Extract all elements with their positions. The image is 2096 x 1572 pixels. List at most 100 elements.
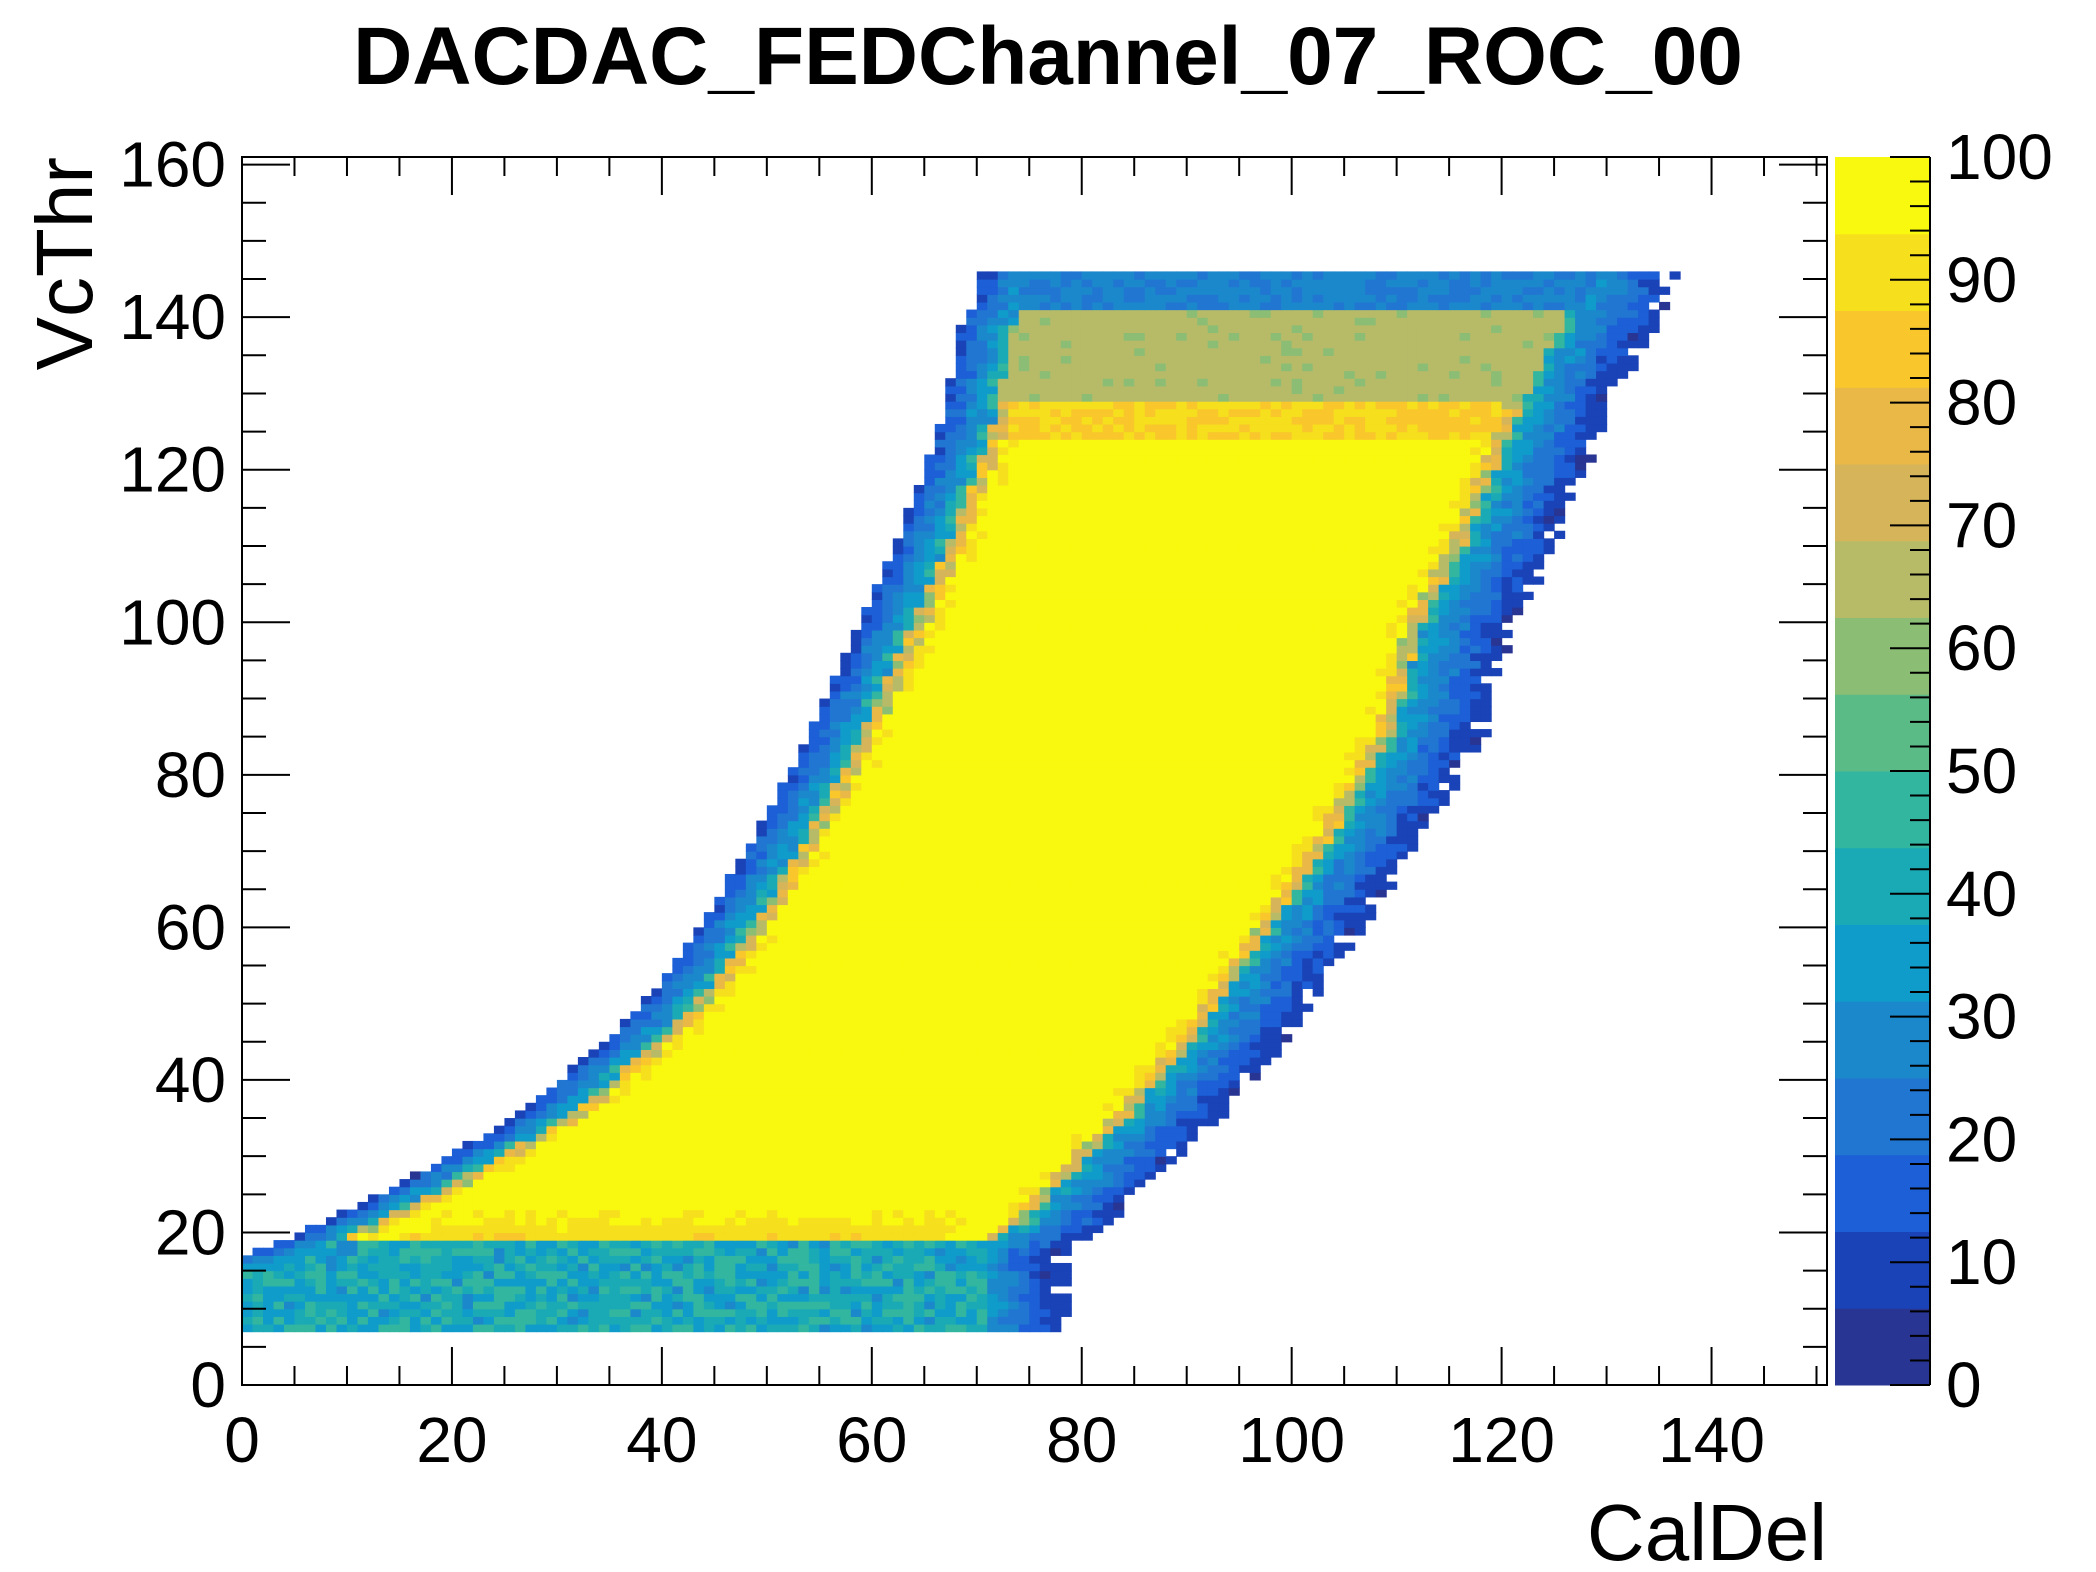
heatmap-cell (1092, 965, 1104, 974)
heatmap-cell (630, 1278, 642, 1287)
heatmap-cell (1165, 1087, 1177, 1096)
heatmap-cell (966, 904, 978, 913)
heatmap-cell (966, 934, 978, 944)
heatmap-cell (850, 1270, 862, 1279)
heatmap-cell (1165, 980, 1177, 989)
heatmap-cell (1039, 1308, 1051, 1317)
heatmap-cell (1144, 1064, 1156, 1073)
heatmap-cell (1344, 851, 1356, 860)
heatmap-cell (924, 1034, 936, 1043)
heatmap-cell (798, 965, 810, 974)
heatmap-cell (840, 927, 852, 936)
heatmap-cell (724, 1057, 736, 1066)
heatmap-cell (1039, 1034, 1051, 1043)
heatmap-cell (945, 866, 957, 875)
heatmap-cell (1081, 866, 1093, 875)
heatmap-cell (924, 1148, 936, 1157)
heatmap-cell (577, 1316, 589, 1325)
heatmap-cell (1050, 851, 1062, 860)
heatmap-cell (892, 835, 904, 845)
heatmap-cell (514, 1118, 527, 1127)
heatmap-cell (1176, 835, 1188, 845)
heatmap-cell (693, 1293, 705, 1302)
heatmap-cell (1228, 912, 1240, 921)
heatmap-cell (997, 835, 1009, 845)
heatmap-cell (1228, 965, 1240, 974)
heatmap-cell (850, 988, 862, 997)
heatmap-cell (1039, 1102, 1051, 1112)
heatmap-cell (1029, 1179, 1041, 1188)
heatmap-cell (357, 1201, 369, 1211)
heatmap-cell (1165, 912, 1177, 921)
heatmap-cell (987, 1323, 999, 1333)
heatmap-cell (357, 1262, 369, 1272)
heatmap-cell (987, 1270, 999, 1279)
heatmap-cell (693, 1079, 705, 1089)
heatmap-cell (840, 1179, 852, 1188)
heatmap-cell (441, 1316, 453, 1325)
heatmap-cell (787, 866, 799, 875)
heatmap-cell (1018, 851, 1030, 860)
heatmap-cell (1281, 790, 1293, 799)
heatmap-cell (735, 1240, 747, 1249)
heatmap-cell (1113, 973, 1125, 982)
heatmap-cell (651, 1125, 663, 1134)
heatmap-cell (777, 873, 789, 883)
heatmap-cell (987, 996, 999, 1005)
heatmap-cell (913, 1285, 925, 1295)
heatmap-cell (514, 1232, 527, 1241)
heatmap-cell (1102, 767, 1114, 776)
heatmap-cell (745, 1240, 757, 1249)
heatmap-cell (955, 1110, 967, 1119)
heatmap-cell (682, 973, 694, 982)
heatmap-cell (1396, 782, 1408, 791)
heatmap-cell (1239, 812, 1251, 822)
heatmap-cell (724, 1003, 736, 1012)
heatmap-cell (714, 1156, 726, 1165)
heatmap-cell (945, 774, 957, 784)
heatmap-cell (1092, 1148, 1104, 1157)
heatmap-cell (798, 1118, 810, 1127)
heatmap-cell (399, 1255, 411, 1264)
heatmap-cell (808, 1156, 820, 1165)
heatmap-cell (882, 1087, 894, 1096)
heatmap-cell (1396, 828, 1408, 837)
heatmap-cell (1050, 1217, 1062, 1226)
heatmap-cell (829, 1064, 841, 1073)
heatmap-cell (1018, 1301, 1030, 1310)
heatmap-cell (1218, 980, 1230, 989)
heatmap-cell (1239, 1011, 1251, 1020)
heatmap-cell (966, 1102, 978, 1112)
heatmap-cell (1039, 835, 1051, 845)
heatmap-cell (955, 1217, 967, 1226)
heatmap-cell (987, 1285, 999, 1295)
heatmap-cell (1060, 1072, 1072, 1081)
heatmap-cell (724, 1255, 736, 1264)
heatmap-cell (1008, 927, 1020, 936)
heatmap-cell (735, 1041, 747, 1050)
heatmap-cell (367, 1255, 380, 1264)
heatmap-cell (1029, 919, 1041, 928)
heatmap-cell (1144, 1034, 1156, 1043)
heatmap-cell (1039, 851, 1051, 860)
heatmap-cell (892, 1125, 904, 1134)
heatmap-cell (693, 1064, 705, 1073)
heatmap-cell (441, 1270, 453, 1279)
heatmap-cell (987, 843, 999, 852)
heatmap-cell (934, 1079, 946, 1089)
heatmap-cell (987, 950, 999, 959)
heatmap-cell (588, 1087, 600, 1096)
heatmap-cell (945, 1301, 957, 1310)
heatmap-cell (1249, 942, 1261, 951)
heatmap-cell (1018, 1148, 1030, 1157)
heatmap-cell (619, 1049, 631, 1058)
heatmap-cell (588, 1179, 600, 1188)
heatmap-cell (1144, 1125, 1156, 1134)
heatmap-cell (504, 1323, 516, 1333)
heatmap-cell (861, 1018, 873, 1028)
heatmap-cell (735, 1278, 747, 1287)
heatmap-cell (1039, 805, 1051, 814)
heatmap-cell (714, 896, 726, 906)
heatmap-cell (850, 1072, 862, 1081)
heatmap-cell (1008, 873, 1020, 883)
